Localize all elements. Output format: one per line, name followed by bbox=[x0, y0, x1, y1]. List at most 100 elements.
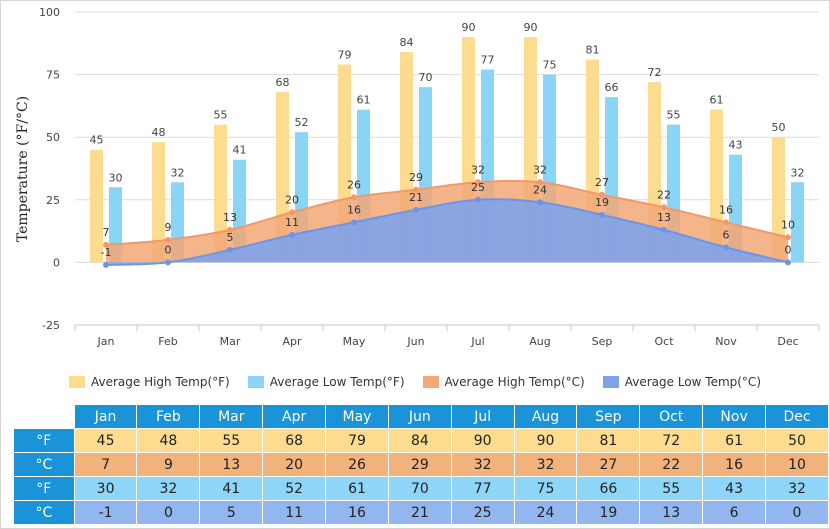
table-month-header: May bbox=[325, 404, 389, 429]
bar bbox=[152, 142, 165, 263]
y-tick-label: 100 bbox=[39, 6, 60, 19]
area-data-label: 32 bbox=[533, 163, 547, 176]
table-value-cell: 32 bbox=[136, 476, 201, 501]
bar-data-label: 77 bbox=[481, 54, 495, 67]
table-value-cell: 50 bbox=[765, 428, 829, 453]
area-point bbox=[599, 191, 605, 198]
x-tick-label: Jun bbox=[406, 335, 424, 348]
area-point bbox=[723, 244, 729, 251]
legend-swatch bbox=[602, 376, 619, 388]
area-point bbox=[227, 226, 233, 233]
area-data-label: 13 bbox=[223, 211, 237, 224]
area-point bbox=[723, 219, 729, 226]
x-tick-label: Mar bbox=[220, 335, 241, 348]
table-unit-cell: °F bbox=[13, 476, 75, 501]
table-value-cell: 32 bbox=[765, 476, 829, 501]
area-data-label: 27 bbox=[595, 176, 609, 189]
table-unit-cell: °F bbox=[13, 428, 75, 453]
table-value-cell: 55 bbox=[199, 428, 264, 453]
bar bbox=[90, 149, 103, 263]
area-data-label: 32 bbox=[471, 163, 485, 176]
area-data-label: 21 bbox=[409, 191, 423, 204]
table-month-header: Jan bbox=[73, 404, 138, 429]
table-body: °F 45 48 55 68 79 84 90 90 81 72 61 50 °C 7 9 13 20 26 29 32… bbox=[13, 428, 829, 525]
table-value-cell: 45 bbox=[73, 428, 138, 453]
bar-data-label: 50 bbox=[772, 121, 786, 134]
table-value-cell: 75 bbox=[513, 476, 578, 501]
area-point bbox=[661, 204, 667, 211]
table-month-header: Aug bbox=[513, 404, 578, 429]
area-point bbox=[599, 211, 605, 218]
area-point bbox=[785, 259, 791, 266]
y-tick-label: -25 bbox=[42, 319, 60, 332]
area-point bbox=[537, 199, 543, 206]
legend-swatch bbox=[247, 376, 264, 388]
legend-item[interactable]: Average High Temp(°C) bbox=[422, 375, 585, 389]
area-data-label: 16 bbox=[719, 203, 733, 216]
table-value-cell: 0 bbox=[136, 500, 201, 525]
area-data-label: 5 bbox=[227, 231, 234, 244]
bar bbox=[772, 137, 785, 263]
bar-data-label: 48 bbox=[152, 126, 166, 139]
y-tick-label: 25 bbox=[46, 194, 60, 207]
area-data-label: 19 bbox=[595, 196, 609, 209]
area-data-label: 11 bbox=[285, 216, 299, 229]
bar-data-label: 55 bbox=[667, 109, 681, 122]
bar bbox=[214, 124, 227, 263]
table-value-cell: 72 bbox=[639, 428, 704, 453]
x-tick-label: Jan bbox=[97, 335, 115, 348]
area-data-label: 9 bbox=[165, 221, 172, 234]
bar-data-label: 32 bbox=[791, 166, 805, 179]
area-data-label: 26 bbox=[347, 178, 361, 191]
bar-data-label: 32 bbox=[171, 166, 185, 179]
table-value-cell: 30 bbox=[73, 476, 138, 501]
x-tick-label: Jul bbox=[470, 335, 484, 348]
area-point bbox=[103, 241, 109, 248]
area-point bbox=[165, 259, 171, 266]
bar-data-label: 52 bbox=[295, 116, 309, 129]
table-value-cell: 9 bbox=[136, 452, 201, 477]
area-line bbox=[105, 179, 789, 246]
table-value-cell: 6 bbox=[702, 500, 767, 525]
table-value-cell: 55 bbox=[639, 476, 704, 501]
table-month-header: Dec bbox=[765, 404, 829, 429]
area-point bbox=[661, 226, 667, 233]
table-month-header: Feb bbox=[136, 404, 201, 429]
area-point bbox=[413, 206, 419, 213]
table-unit-cell: °C bbox=[13, 452, 75, 477]
area-point bbox=[475, 179, 481, 186]
y-tick-label: 75 bbox=[46, 69, 60, 82]
table-value-cell: -1 bbox=[73, 500, 138, 525]
x-tick-label: Apr bbox=[282, 335, 302, 348]
table-value-cell: 10 bbox=[765, 452, 829, 477]
x-tick-label: Sep bbox=[592, 335, 613, 348]
area-line bbox=[105, 198, 789, 266]
table-value-cell: 41 bbox=[199, 476, 264, 501]
area-point bbox=[413, 186, 419, 193]
table-value-cell: 61 bbox=[325, 476, 389, 501]
x-tick-label: Oct bbox=[654, 335, 674, 348]
area-point bbox=[785, 234, 791, 241]
bar-data-label: 61 bbox=[710, 94, 724, 107]
legend-item[interactable]: Average High Temp(°F) bbox=[68, 375, 230, 389]
area-data-label: 25 bbox=[471, 181, 485, 194]
bar-data-label: 30 bbox=[109, 171, 123, 184]
legend-item[interactable]: Average Low Temp(°F) bbox=[247, 375, 405, 389]
table-value-cell: 48 bbox=[136, 428, 201, 453]
x-tick-label: Feb bbox=[158, 335, 177, 348]
bar-data-label: 90 bbox=[462, 21, 476, 34]
table-row: °C -1 0 5 11 16 21 25 24 19 13 6 0 bbox=[13, 500, 829, 525]
table-value-cell: 21 bbox=[387, 500, 452, 525]
table-month-header: Apr bbox=[262, 404, 327, 429]
x-tick-label: Nov bbox=[715, 335, 737, 348]
area-point bbox=[289, 231, 295, 238]
bar-data-label: 66 bbox=[605, 81, 619, 94]
table-value-cell: 27 bbox=[576, 452, 641, 477]
legend-swatch bbox=[68, 376, 85, 388]
chart-legend: Average High Temp(°F) Average Low Temp(°F… bbox=[1, 371, 829, 393]
legend-item[interactable]: Average Low Temp(°C) bbox=[602, 375, 761, 389]
y-tick-label: 0 bbox=[53, 256, 60, 269]
bar-data-label: 41 bbox=[233, 144, 247, 157]
